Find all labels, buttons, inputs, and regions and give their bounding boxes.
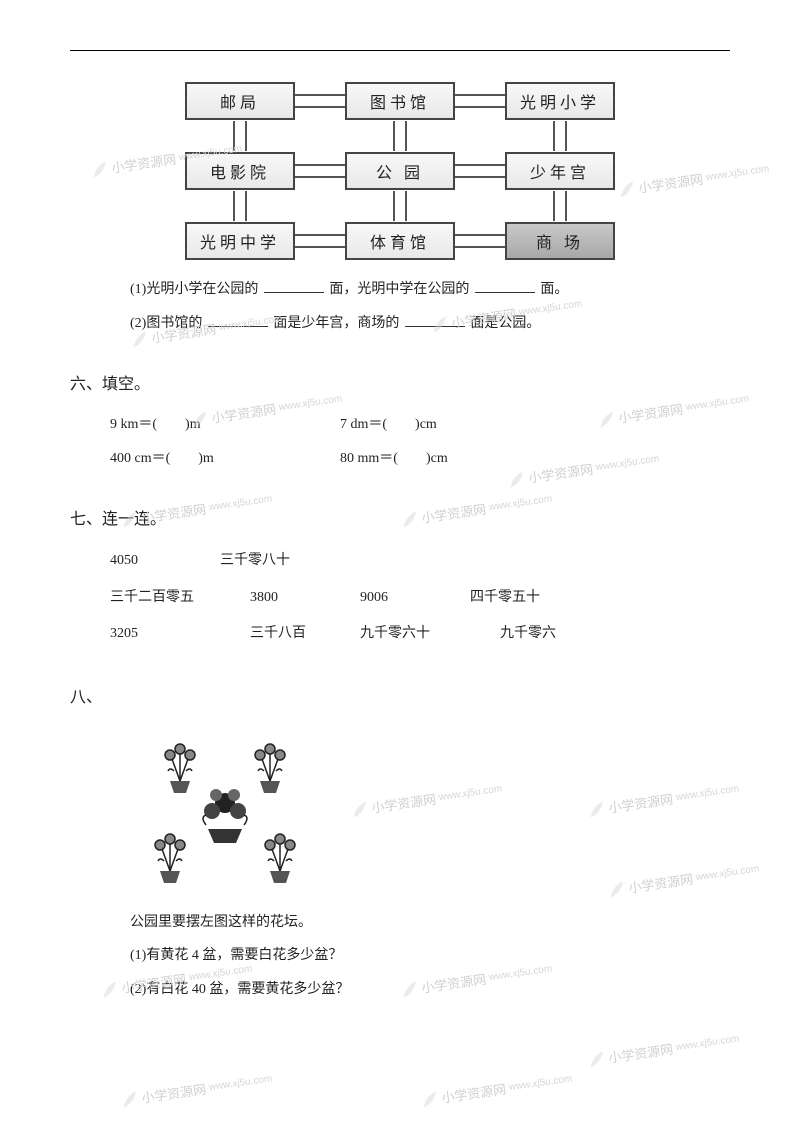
watermark: 小学资源网 www.xj5u.com [587, 1029, 741, 1069]
road-v [393, 191, 407, 221]
item: 3205 [110, 616, 180, 652]
blank[interactable] [264, 278, 324, 293]
map-diagram: 邮局 图书馆 光明小学 电影院 公 园 少年宫 光明中学 体育馆 商 场 [70, 81, 730, 261]
section-8-body: 公园里要摆左图这样的花坛。 (1)有黄花 4 盆，需要白花多少盆？ (2)有白花… [130, 906, 730, 1007]
question-5: (1)光明小学在公园的 面，光明中学在公园的 面。 (2)图书馆的 面是少年宫，… [130, 273, 730, 340]
text: (2)图书馆的 [130, 316, 202, 331]
q5-line2: (2)图书馆的 面是少年宫，商场的 面是公园。 [130, 307, 730, 341]
top-rule [70, 50, 730, 51]
page: 小学资源网 www.xj5u.com 小学资源网 www.xj5u.com 小学… [0, 0, 800, 1046]
item: 4050 [110, 543, 180, 579]
map-node: 公 园 [345, 152, 455, 190]
section-6-body: 9 km＝( )m 7 dm＝( )cm 400 cm＝( )m 80 mm＝(… [110, 408, 730, 475]
section-8-title: 八、 [70, 683, 730, 707]
map-node: 光明中学 [185, 222, 295, 260]
text: 面是少年宫，商场的 [273, 316, 399, 331]
map-node: 电影院 [185, 152, 295, 190]
q8-2: (2)有白花 40 盆，需要黄花多少盆？ [130, 973, 730, 1007]
map-node: 体育馆 [345, 222, 455, 260]
road-v [393, 121, 407, 151]
item: 三千八百 [250, 616, 350, 652]
q8-1: (1)有黄花 4 盆，需要白花多少盆？ [130, 939, 730, 973]
item: 三千零八十 [220, 543, 330, 579]
road-h [295, 164, 345, 178]
fill-item: 400 cm＝( )m [110, 442, 340, 476]
section-7-title: 七、连一连。 [70, 505, 730, 529]
road-v [553, 121, 567, 151]
leaf-icon [419, 1089, 439, 1109]
map-node: 少年宫 [505, 152, 615, 190]
blank[interactable] [475, 278, 535, 293]
watermark: 小学资源网 www.xj5u.com [119, 1069, 273, 1109]
road-v [233, 121, 247, 151]
section-6-title: 六、填空。 [70, 370, 730, 394]
item: 9006 [360, 580, 430, 616]
item: 3800 [250, 580, 320, 616]
fill-item: 7 dm＝( )cm [340, 408, 570, 442]
leaf-icon [587, 1049, 607, 1069]
q5-line1: (1)光明小学在公园的 面，光明中学在公园的 面。 [130, 273, 730, 307]
section-7-body: 4050 三千零八十 三千二百零五 3800 9006 四千零五十 3205 三… [110, 543, 730, 652]
watermark: 小学资源网 www.xj5u.com [419, 1069, 573, 1109]
map-node: 邮局 [185, 82, 295, 120]
text: 面是公园。 [470, 316, 540, 331]
flowers-illustration [130, 721, 730, 896]
map-node: 图书馆 [345, 82, 455, 120]
text: 面，光明中学在公园的 [329, 282, 469, 297]
q8-caption: 公园里要摆左图这样的花坛。 [130, 906, 730, 940]
blank[interactable] [208, 312, 268, 327]
item: 九千零六 [500, 616, 610, 652]
road-v [233, 191, 247, 221]
road-h [455, 164, 505, 178]
text: 面。 [540, 282, 568, 297]
leaf-icon [119, 1089, 139, 1109]
road-h [455, 234, 505, 248]
leaf-icon [99, 979, 119, 999]
item: 九千零六十 [360, 616, 470, 652]
item: 三千二百零五 [110, 580, 210, 616]
item: 四千零五十 [470, 580, 580, 616]
fill-item: 9 km＝( )m [110, 408, 340, 442]
blank[interactable] [405, 312, 465, 327]
road-h [455, 94, 505, 108]
fill-item: 80 mm＝( )cm [340, 442, 570, 476]
road-v [553, 191, 567, 221]
road-h [295, 94, 345, 108]
road-h [295, 234, 345, 248]
text: (1)光明小学在公园的 [130, 282, 258, 297]
map-node: 光明小学 [505, 82, 615, 120]
map-node-highlight: 商 场 [505, 222, 615, 260]
